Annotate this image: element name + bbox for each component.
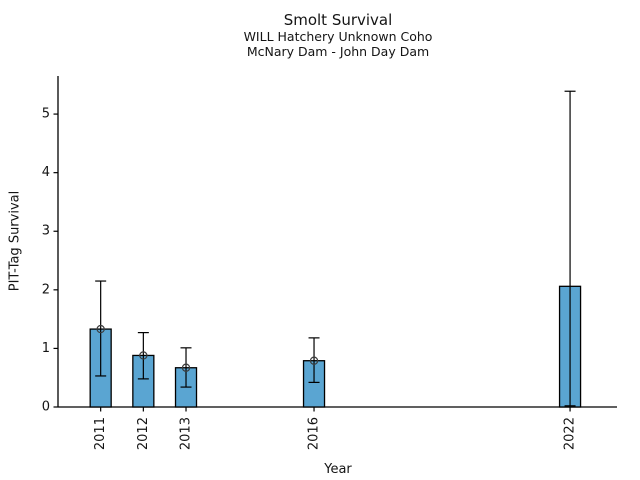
y-tick-label-2: 2 <box>42 282 50 297</box>
x-tick-label-2012: 2012 <box>136 417 151 450</box>
x-tick-label-2011: 2011 <box>93 417 108 450</box>
x-tick-label-2013: 2013 <box>179 417 194 450</box>
y-tick-label-0: 0 <box>42 400 50 415</box>
y-tick-label-3: 3 <box>42 224 50 239</box>
x-tick-label-2016: 2016 <box>307 417 322 450</box>
x-tick-label-2022: 2022 <box>563 417 578 450</box>
point-marker-2012 <box>139 351 148 360</box>
point-marker-2013 <box>181 363 191 372</box>
point-marker-2016 <box>309 356 319 365</box>
y-axis-label: PIT-Tag Survival <box>7 190 23 292</box>
y-tick-label-1: 1 <box>42 341 50 356</box>
y-tick-label-4: 4 <box>42 165 50 180</box>
x-axis-label: Year <box>324 462 352 477</box>
point-marker-2011 <box>96 324 105 334</box>
y-tick-label-5: 5 <box>42 107 50 122</box>
